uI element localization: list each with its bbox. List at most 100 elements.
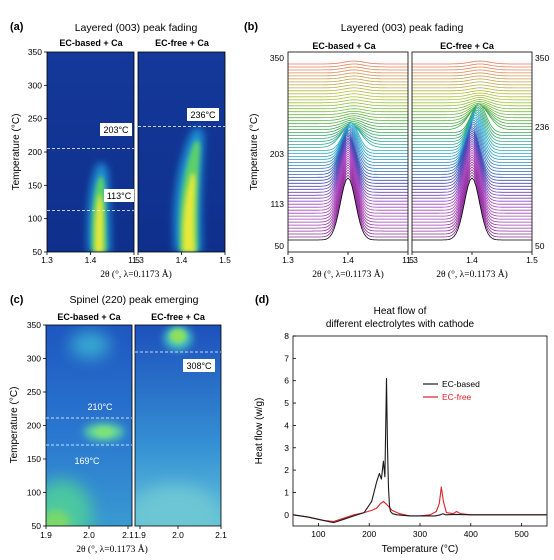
panel-b-right-curve <box>412 171 532 235</box>
panel-c-y-tick-label: 150 <box>27 454 41 464</box>
panel-b-right-curve <box>412 174 532 238</box>
panel-a-left-title: EC-based + Ca <box>59 38 123 48</box>
panel-d-xlabel: Temperature (°C) <box>382 544 459 555</box>
panel-b-right-title: EC-free + Ca <box>440 41 495 51</box>
panel-b-left-curve <box>288 122 408 151</box>
panel-b-right-curve <box>412 66 532 71</box>
panel-a-y-tick-label: 100 <box>28 214 42 224</box>
panel-d-subtitle: different electrolytes with cathode <box>326 319 475 330</box>
panel-b-right-curve <box>412 154 532 214</box>
panel-b-right-curve <box>412 90 532 95</box>
panel-b-left-curve <box>288 153 408 211</box>
panel-c-x-tick-label: 2.1 <box>122 530 134 540</box>
panel-b-right-curve <box>412 145 532 202</box>
panel-b-left-curve <box>288 117 408 125</box>
panel-b-title: Layered (003) peak fading <box>341 22 464 34</box>
panel-a-y-tick-label: 50 <box>33 247 43 257</box>
panel-b-right-curve <box>412 87 532 92</box>
panel-b-left-curve <box>288 93 408 98</box>
panel-c: (c) Spinel (220) peak emerging EC-based … <box>9 294 227 555</box>
panel-b-x-tick-label: 1.5 <box>402 255 414 265</box>
panel-c-left-title: EC-based + Ca <box>57 312 121 322</box>
panel-d-y-tick-label: 8 <box>284 331 289 341</box>
panel-c-169-label: 169°C <box>74 456 100 466</box>
panel-a-title: Layered (003) peak fading <box>75 22 198 34</box>
panel-d-x-tick-label: 400 <box>464 529 478 539</box>
panel-b-right-curve <box>412 95 532 101</box>
panel-b-right-curve <box>412 161 532 223</box>
panel-b-right-tick-50: 50 <box>535 241 545 251</box>
panel-b-right-curve <box>412 149 532 208</box>
panel-d-y-tick-label: 3 <box>284 443 289 453</box>
panel-d-series <box>292 377 547 524</box>
panel-c-right-heatmap <box>135 325 221 526</box>
panel-d-x-tick-label: 300 <box>413 529 427 539</box>
panel-b-right-curve <box>412 100 532 110</box>
panel-b-left-curve <box>288 87 408 92</box>
panel-b-right-curve <box>412 128 532 178</box>
panel-b-left-curve <box>288 157 408 217</box>
panel-b-right-curve <box>412 63 532 68</box>
panel-b-left-curve <box>288 110 408 116</box>
panel-b-right-curve <box>412 140 532 196</box>
panel-b-left-curve <box>288 96 408 101</box>
panel-c-xlabel: 2θ (°, λ=0.1173 Å) <box>76 543 148 555</box>
panel-c-y-tick-label: 50 <box>32 521 42 531</box>
panel-b-left-tick-50: 50 <box>275 241 285 251</box>
panel-d-frame <box>292 335 548 527</box>
panel-a-x-tick-label: 1.4 <box>85 255 97 265</box>
panel-b-right-curve <box>412 78 532 83</box>
panel-b-left-curve <box>288 99 408 104</box>
panel-b-left-curve <box>288 171 408 235</box>
panel-b-left-curve <box>288 66 408 71</box>
panel-b-left-curve <box>288 145 408 199</box>
panel-b-right-curve <box>412 118 532 160</box>
panel-b-x-tick-label: 1.3 <box>406 255 418 265</box>
panel-c-y-tick-label: 250 <box>27 387 41 397</box>
panel-a-label: (a) <box>10 21 24 33</box>
panel-a-113-label: 113°C <box>107 191 132 201</box>
panel-b-left-curve <box>288 151 408 208</box>
panel-b-left-curve <box>288 128 408 166</box>
panel-b-right-curve <box>412 156 532 217</box>
panel-d-y-tick-label: 1 <box>284 487 289 497</box>
panel-b-left-curve <box>288 127 408 163</box>
panel-a-y-tick-label: 150 <box>28 180 42 190</box>
panel-b-right-curve <box>412 103 532 116</box>
panel-b-left-curve <box>288 115 408 122</box>
panel-c-210-label: 210°C <box>87 402 113 412</box>
series-line-ec-based <box>292 377 547 524</box>
panel-b-left-curve <box>288 174 408 238</box>
panel-b-right-curve <box>412 158 532 220</box>
panel-a-y-tick-label: 250 <box>28 114 42 124</box>
panel-b-left-curve <box>288 137 408 184</box>
panel-b-left-curve <box>288 78 408 83</box>
panel-d-ylabel: Heat flow (w/g) <box>254 398 265 465</box>
panel-b-right-curve <box>412 99 532 107</box>
panel-b-right-curve <box>412 147 532 205</box>
panel-b-right-curve <box>412 60 532 65</box>
panel-b-right-tick-236: 236 <box>535 122 549 132</box>
panel-b-left-curve <box>288 166 408 229</box>
panel-b-left-tick-203: 203 <box>270 149 284 159</box>
panel-c-left-heatmap <box>46 325 132 526</box>
panel-c-x-tick-label: 2.0 <box>172 530 184 540</box>
panel-a-x-tick-label: 1.5 <box>219 255 231 265</box>
panel-b-ylabel: Temperature (°C) <box>249 114 260 191</box>
panel-d-title: Heat flow of <box>374 306 427 317</box>
panel-d-axes: 100 200 300 400 500 0 1 2 3 4 5 6 7 8 <box>284 331 529 539</box>
panel-b-left-curve <box>288 90 408 95</box>
panel-a-y-tick-label: 350 <box>28 47 42 57</box>
panel-a-x-tick-label: 1.3 <box>132 255 144 265</box>
panel-a: (a) Layered (003) peak fading EC-based +… <box>10 21 231 280</box>
panel-b-left-mask <box>288 178 408 252</box>
panel-c-y-tick-label: 100 <box>27 488 41 498</box>
panel-c-x-tick-label: 2.0 <box>83 530 95 540</box>
panel-d-label: (d) <box>255 294 269 306</box>
panel-b-left-curve <box>288 131 408 172</box>
panel-a-right-title: EC-free + Ca <box>155 38 210 48</box>
panel-a-xlabel: 2θ (°, λ=0.1173 Å) <box>100 268 172 280</box>
panel-c-title: Spinel (220) peak emerging <box>70 294 199 306</box>
panel-a-left-heatmap <box>47 52 134 252</box>
panel-b-x-tick-label: 1.3 <box>282 255 294 265</box>
